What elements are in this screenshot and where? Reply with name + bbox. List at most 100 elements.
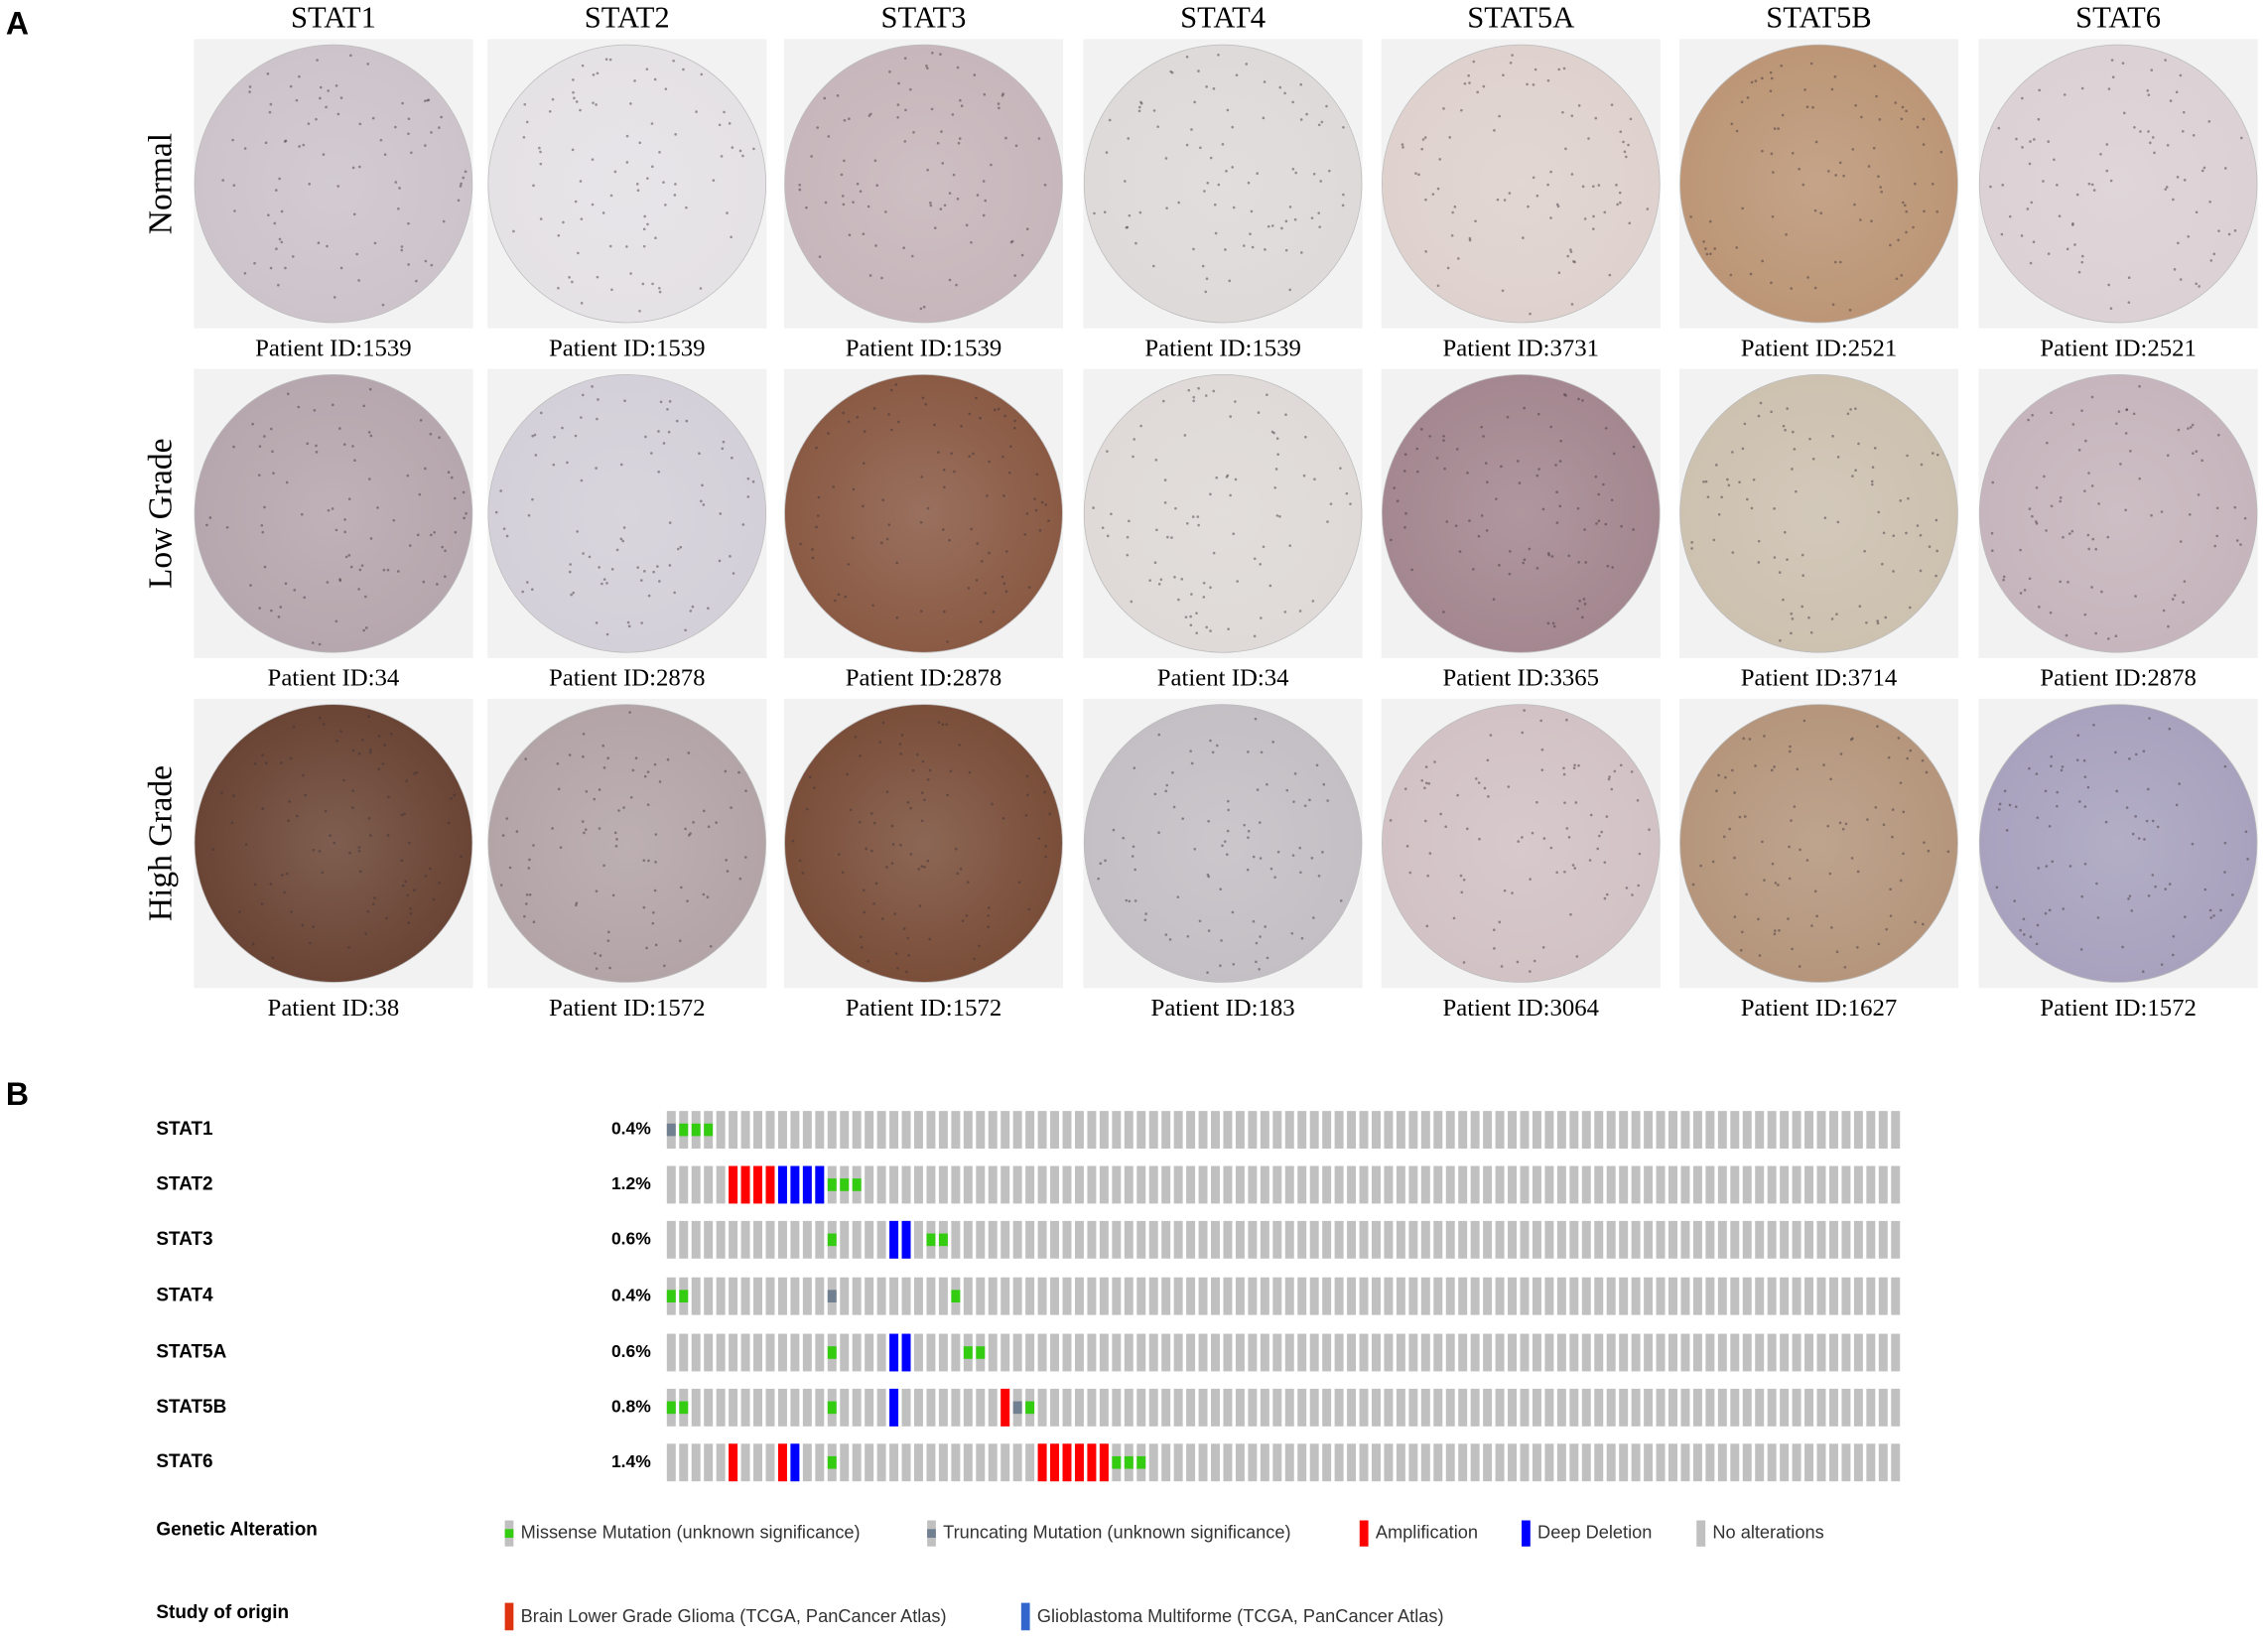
panel-label: A (6, 6, 29, 42)
nucleus (581, 393, 585, 397)
sample-cell (1074, 1111, 1084, 1150)
nucleus (1242, 244, 1246, 247)
nucleus (2191, 842, 2195, 846)
sample-cell (1297, 1220, 1307, 1259)
nucleus (2162, 609, 2166, 613)
nucleus (1567, 554, 1571, 558)
sample-cell (1680, 1333, 1690, 1372)
sample-cell (1284, 1443, 1294, 1482)
sample-cell (865, 1277, 874, 1315)
nucleus (940, 130, 943, 133)
nucleus (1442, 439, 1445, 442)
nucleus (527, 513, 531, 517)
nucleus (382, 568, 386, 572)
nucleus (1408, 871, 1412, 875)
sample-cell (926, 1388, 936, 1427)
sample-cell (1334, 1443, 1344, 1482)
nucleus (658, 780, 662, 783)
sample-cell (926, 1165, 936, 1204)
nucleus (2071, 221, 2074, 225)
sample-cell (963, 1443, 973, 1482)
sample-cell (1470, 1277, 1480, 1315)
nucleus (881, 498, 885, 501)
nucleus (626, 620, 630, 624)
sample-cell (1186, 1220, 1196, 1259)
sample-cell (1384, 1220, 1394, 1259)
nucleus (2212, 252, 2216, 256)
nucleus (336, 112, 340, 116)
sample-cell (1569, 1220, 1579, 1259)
nucleus (1468, 236, 1472, 240)
nucleus (249, 584, 252, 587)
sample-cell (1161, 1165, 1171, 1204)
nucleus (2023, 589, 2027, 592)
alteration (729, 1443, 738, 1482)
nucleus (1223, 840, 1227, 843)
nucleus (2050, 764, 2053, 768)
nucleus (1185, 55, 1189, 59)
nucleus (646, 222, 649, 226)
nucleus (368, 387, 372, 391)
nucleus (1854, 469, 1857, 473)
nucleus (2053, 158, 2056, 162)
sample-cell (1198, 1388, 1208, 1427)
nucleus (1935, 453, 1939, 457)
nucleus (2066, 247, 2069, 251)
patient-id: Patient ID:3064 (1443, 995, 1600, 1022)
nucleus (494, 510, 498, 514)
sample-cell (1433, 1277, 1443, 1315)
nucleus (528, 858, 531, 862)
nucleus (263, 565, 267, 569)
nucleus (919, 520, 923, 524)
sample-cell (1322, 1333, 1332, 1372)
nucleus (608, 966, 611, 970)
sample-cell (963, 1388, 973, 1427)
nucleus (2021, 96, 2024, 100)
nucleus (225, 525, 229, 529)
nucleus (2187, 427, 2190, 430)
nucleus (1212, 87, 1216, 90)
nucleus (394, 125, 397, 129)
sample-cell (1050, 1220, 1060, 1259)
sample-cell (1445, 1388, 1455, 1427)
nucleus (1403, 453, 1407, 457)
sample-cell (716, 1165, 726, 1204)
sample-cell (1544, 1220, 1554, 1259)
nucleus (1935, 549, 1938, 553)
nucleus (521, 590, 525, 594)
nucleus (269, 102, 273, 106)
sample-cell (1581, 1111, 1591, 1150)
nucleus (1004, 136, 1007, 140)
nucleus (1773, 127, 1777, 130)
nucleus (1425, 781, 1428, 785)
nucleus (1259, 563, 1263, 566)
sample-cell (1841, 1165, 1851, 1204)
nucleus (283, 890, 286, 894)
nucleus (557, 787, 561, 791)
nucleus (1227, 808, 1230, 812)
nucleus (2128, 757, 2131, 760)
nucleus (872, 901, 875, 905)
nucleus (1433, 760, 1436, 763)
nucleus (861, 946, 864, 949)
nucleus (650, 122, 654, 125)
sample-cell (951, 1388, 961, 1427)
nucleus (1921, 922, 1925, 926)
alteration (753, 1165, 763, 1204)
nucleus (2056, 804, 2059, 808)
sample-cell (1792, 1333, 1801, 1372)
sample-cell (1644, 1220, 1654, 1259)
nucleus (1826, 824, 1830, 828)
nucleus (1595, 522, 1598, 525)
sample-cell (1334, 1220, 1344, 1259)
nucleus (1128, 519, 1131, 523)
nucleus (406, 474, 410, 478)
nucleus (1880, 190, 1883, 194)
nucleus (1225, 476, 1229, 478)
nucleus (2068, 865, 2072, 868)
sample-cell (1384, 1333, 1394, 1372)
nucleus (1025, 774, 1029, 778)
sample-cell (1606, 1443, 1616, 1482)
sample-cell (876, 1333, 886, 1372)
